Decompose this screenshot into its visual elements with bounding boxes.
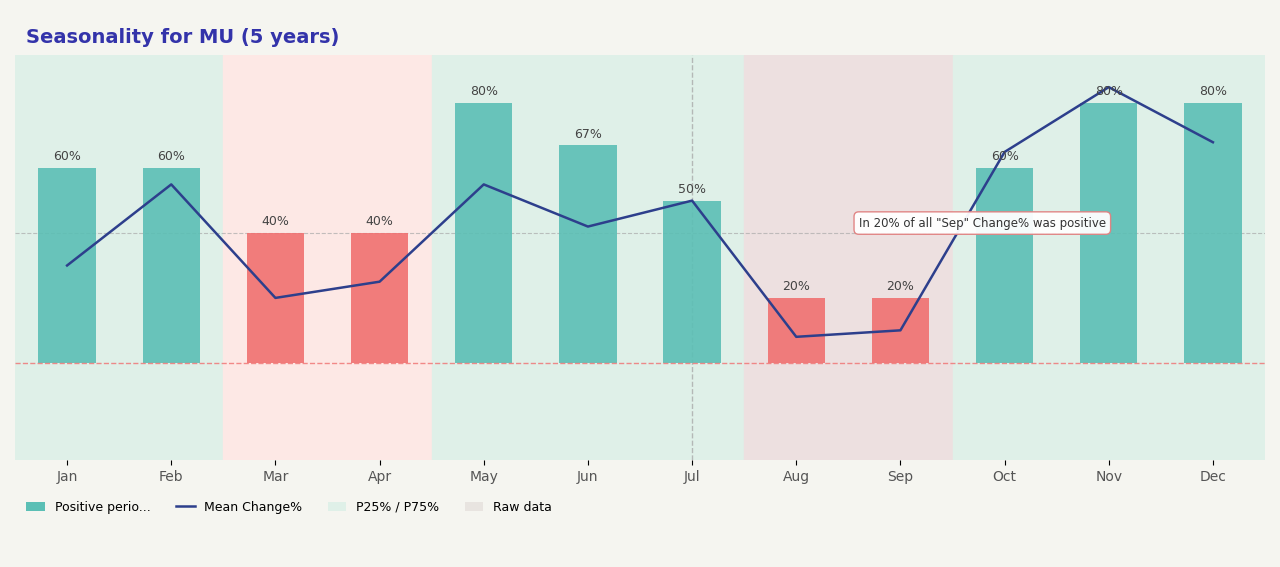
Bar <box>872 298 929 363</box>
Text: 50%: 50% <box>678 183 707 196</box>
Bar <box>1080 103 1138 363</box>
Bar <box>768 298 824 363</box>
Text: 60%: 60% <box>991 150 1019 163</box>
Bar <box>351 233 408 363</box>
Text: In 20% of all "Sep" Change% was positive: In 20% of all "Sep" Change% was positive <box>859 217 1106 230</box>
Text: 80%: 80% <box>470 86 498 99</box>
Text: 67%: 67% <box>573 128 602 141</box>
Text: 60%: 60% <box>157 150 186 163</box>
Text: Seasonality for MU (5 years): Seasonality for MU (5 years) <box>26 28 339 48</box>
Bar <box>975 168 1033 363</box>
Text: 60%: 60% <box>54 150 81 163</box>
Bar <box>247 233 305 363</box>
Bar <box>431 54 744 460</box>
Bar <box>142 168 200 363</box>
Text: 80%: 80% <box>1199 86 1228 99</box>
Bar <box>1184 103 1242 363</box>
Bar <box>15 54 223 460</box>
Text: 80%: 80% <box>1094 86 1123 99</box>
Text: 40%: 40% <box>366 215 393 228</box>
Bar <box>663 201 721 363</box>
Bar <box>38 168 96 363</box>
Text: 40%: 40% <box>261 215 289 228</box>
Text: 20%: 20% <box>887 280 914 293</box>
Text: 20%: 20% <box>782 280 810 293</box>
Bar <box>744 54 952 460</box>
Bar <box>952 54 1265 460</box>
Legend: Positive perio..., Mean Change%, P25% / P75%, Raw data: Positive perio..., Mean Change%, P25% / … <box>22 496 557 519</box>
Bar <box>559 146 617 363</box>
Bar <box>456 103 512 363</box>
Bar <box>223 54 431 460</box>
